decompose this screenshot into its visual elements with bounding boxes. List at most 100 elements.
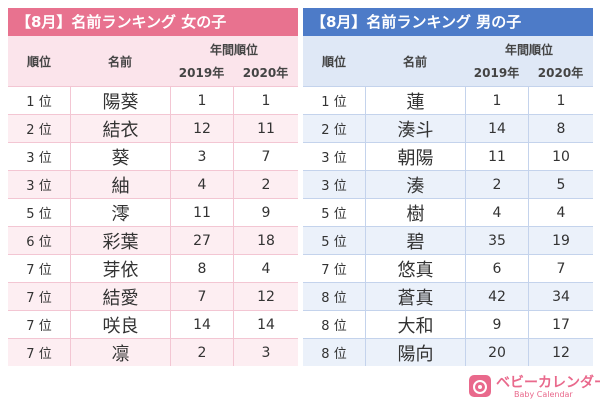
table-title: 【8月】名前ランキング 男の子 bbox=[303, 8, 593, 36]
rank-cell: 3 位 bbox=[26, 151, 52, 166]
rank-cell: 1 位 bbox=[26, 95, 52, 110]
logo: ベビーカレンダー Baby Calendar bbox=[468, 370, 600, 402]
rank-cell: 1 位 bbox=[321, 95, 347, 110]
name-cell: 蓮 bbox=[365, 87, 465, 114]
value-cell: 9 bbox=[465, 311, 528, 338]
header-cell: 年間順位 bbox=[209, 42, 258, 57]
table-header: 順位 名前 年間順位 2019年 2020年 bbox=[303, 36, 593, 86]
name-cell: 蒼真 bbox=[365, 283, 465, 310]
name-cell: 湊斗 bbox=[365, 115, 465, 142]
table-title: 【8月】名前ランキング 女の子 bbox=[8, 8, 298, 36]
value-cell: 11 bbox=[233, 115, 298, 142]
table-row: 6 位 彩葉 27 18 bbox=[8, 226, 298, 254]
value-cell: 18 bbox=[233, 227, 298, 254]
table-row: 2 位 結衣 12 11 bbox=[8, 114, 298, 142]
rank-cell: 3 位 bbox=[321, 179, 347, 194]
name-cell: 樹 bbox=[365, 199, 465, 226]
name-cell: 悠真 bbox=[365, 255, 465, 282]
value-cell: 14 bbox=[233, 311, 298, 338]
value-cell: 4 bbox=[170, 171, 233, 198]
ranking-table: 【8月】名前ランキング 女の子 順位 名前 年間順位 2019年 2020年 1 位陽葵 1 1… bbox=[8, 8, 298, 368]
rank-cell: 8 位 bbox=[321, 347, 347, 362]
rank-cell: 2 位 bbox=[26, 123, 52, 138]
table-row: 1 位陽葵 1 1 bbox=[8, 86, 298, 114]
name-cell: 凛 bbox=[70, 339, 170, 366]
value-cell: 12 bbox=[170, 115, 233, 142]
table-row: 7 位 結愛 7 12 bbox=[8, 282, 298, 310]
rank-cell: 3 位 bbox=[26, 179, 52, 194]
name-cell: 大和 bbox=[365, 311, 465, 338]
value-cell: 20 bbox=[465, 339, 528, 366]
rank-cell: 2 位 bbox=[321, 123, 347, 138]
value-cell: 7 bbox=[233, 143, 298, 170]
value-cell: 4 bbox=[233, 255, 298, 282]
value-cell: 17 bbox=[528, 311, 593, 338]
value-cell: 42 bbox=[465, 283, 528, 310]
rank-cell: 7 位 bbox=[26, 263, 52, 278]
rank-cell: 7 位 bbox=[26, 319, 52, 334]
logo-icon bbox=[469, 375, 491, 397]
name-cell: 碧 bbox=[365, 227, 465, 254]
value-cell: 9 bbox=[233, 199, 298, 226]
table-row: 8 位 大和 9 17 bbox=[303, 310, 593, 338]
table-row: 5 位 澪 11 9 bbox=[8, 198, 298, 226]
name-cell: 朝陽 bbox=[365, 143, 465, 170]
table-header: 順位 名前 年間順位 2019年 2020年 bbox=[8, 36, 298, 86]
value-cell: 8 bbox=[170, 255, 233, 282]
value-cell: 14 bbox=[465, 115, 528, 142]
value-cell: 4 bbox=[528, 199, 593, 226]
header-cell: 順位 bbox=[321, 54, 346, 69]
value-cell: 2 bbox=[233, 171, 298, 198]
header-cell: 名前 bbox=[107, 54, 132, 69]
table-row: 3 位 朝陽 11 10 bbox=[303, 142, 593, 170]
name-cell: 湊 bbox=[365, 171, 465, 198]
name-cell: 澪 bbox=[70, 199, 170, 226]
name-cell: 彩葉 bbox=[70, 227, 170, 254]
rank-cell: 8 位 bbox=[321, 319, 347, 334]
name-cell: 結愛 bbox=[70, 283, 170, 310]
rank-cell: 8 位 bbox=[321, 291, 347, 306]
table-row: 8 位 蒼真 42 34 bbox=[303, 282, 593, 310]
name-cell: 陽葵 bbox=[70, 87, 170, 114]
rank-cell: 5 位 bbox=[321, 235, 347, 250]
header-cell: 2019年 bbox=[473, 65, 520, 80]
name-cell: 芽依 bbox=[70, 255, 170, 282]
name-cell: 紬 bbox=[70, 171, 170, 198]
value-cell: 1 bbox=[170, 87, 233, 114]
rank-cell: 5 位 bbox=[321, 207, 347, 222]
value-cell: 3 bbox=[170, 143, 233, 170]
rank-cell: 7 位 bbox=[26, 347, 52, 362]
table-row: 7 位咲良 14 14 bbox=[8, 310, 298, 338]
header-cell: 年間順位 bbox=[504, 42, 553, 57]
value-cell: 12 bbox=[528, 339, 593, 366]
value-cell: 19 bbox=[528, 227, 593, 254]
value-cell: 27 bbox=[170, 227, 233, 254]
header-cell: 順位 bbox=[26, 54, 51, 69]
value-cell: 8 bbox=[528, 115, 593, 142]
value-cell: 35 bbox=[465, 227, 528, 254]
value-cell: 1 bbox=[528, 87, 593, 114]
name-cell: 咲良 bbox=[70, 311, 170, 338]
value-cell: 10 bbox=[528, 143, 593, 170]
rank-cell: 7 位 bbox=[26, 291, 52, 306]
header-cell: 名前 bbox=[402, 54, 427, 69]
value-cell: 2 bbox=[170, 339, 233, 366]
name-cell: 陽向 bbox=[365, 339, 465, 366]
rank-cell: 6 位 bbox=[26, 235, 52, 250]
value-cell: 7 bbox=[528, 255, 593, 282]
value-cell: 1 bbox=[233, 87, 298, 114]
value-cell: 11 bbox=[170, 199, 233, 226]
value-cell: 12 bbox=[233, 283, 298, 310]
value-cell: 4 bbox=[465, 199, 528, 226]
value-cell: 11 bbox=[465, 143, 528, 170]
header-cell: 2020年 bbox=[242, 65, 289, 80]
table-row: 5 位 碧 35 19 bbox=[303, 226, 593, 254]
